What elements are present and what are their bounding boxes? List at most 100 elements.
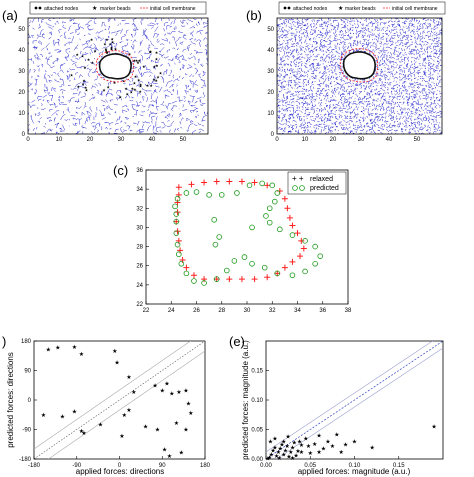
relaxed-point	[213, 178, 220, 185]
panel-a-xtick: 0	[26, 137, 30, 143]
svg-text:★: ★	[81, 81, 85, 86]
svg-text:★: ★	[92, 5, 97, 12]
panel-d-point: ★	[152, 382, 157, 389]
svg-text:★: ★	[106, 85, 110, 90]
svg-text:★: ★	[133, 87, 137, 92]
panel-c-xtick-label: 34	[294, 308, 301, 314]
relaxed-point	[238, 178, 245, 185]
panel-e-point: ★	[321, 446, 326, 453]
svg-text:★: ★	[81, 53, 85, 58]
svg-text:★: ★	[138, 89, 142, 94]
predicted-point	[174, 241, 181, 248]
predicted-point	[317, 253, 324, 259]
predicted-point	[246, 182, 253, 189]
predicted-point	[271, 198, 278, 205]
predicted-point	[231, 258, 238, 264]
panel-e-point: ★	[299, 442, 304, 449]
svg-text:★: ★	[77, 84, 81, 89]
panel-d-ytick-label: -90	[22, 428, 31, 434]
svg-text:★: ★	[84, 85, 88, 90]
panel-b-y-ticks: 0 10 20 30 40 50	[267, 27, 274, 138]
predicted-point	[261, 264, 268, 271]
svg-text:★: ★	[138, 58, 142, 63]
panel-d-point: ★	[169, 391, 174, 398]
panel-d-point: ★	[112, 348, 117, 355]
predicted-point	[218, 192, 225, 198]
panel-e-point: ★	[286, 454, 291, 461]
panel-e-point: ★	[274, 453, 279, 460]
panel-c-ytick-label: 24	[136, 283, 143, 289]
panel-c-ytick-label: 26	[136, 264, 143, 270]
relaxed-point	[201, 276, 208, 283]
panel-d-xlabel: applied forces: directions	[76, 467, 165, 476]
panel-d-point: ★	[160, 387, 165, 394]
panel-e-point: ★	[339, 449, 344, 456]
panel-c-xtick-label: 28	[218, 308, 225, 314]
panel-e-point: ★	[292, 440, 297, 447]
panel-a-ytick: 20	[18, 90, 25, 96]
panel-e-point: ★	[285, 443, 290, 450]
relaxed-point	[284, 205, 291, 212]
panel-c-legend: + + relaxed predicted	[287, 171, 347, 195]
panel-d-point: ★	[81, 430, 86, 437]
panel-e-point: ★	[276, 449, 281, 456]
svg-text:★: ★	[110, 46, 114, 51]
svg-text:★: ★	[85, 88, 89, 93]
panel-e-point: ★	[295, 448, 300, 455]
svg-text:★: ★	[114, 46, 118, 51]
panel-a-ytick: 40	[18, 48, 25, 54]
panel-e-label: (e)	[229, 334, 245, 349]
panel-e-point: ★	[270, 447, 275, 454]
svg-text:★: ★	[75, 52, 79, 57]
relaxed-point	[281, 195, 288, 202]
panel-a-xtick: 20	[87, 137, 94, 143]
svg-text:★: ★	[133, 80, 137, 85]
panel-d-ytick-label: 90	[24, 369, 31, 375]
panel-e-points: ★★★★★★★★★★★★★★★★★★★★★★★★★★★★★★★ ★★★★ ★★★★★…	[265, 424, 437, 463]
panel-a-legend-attached: attached nodes	[44, 6, 79, 12]
panel-d-point: ★	[155, 427, 160, 434]
panel-e-point: ★	[297, 438, 302, 445]
panel-b-ytick: 20	[267, 90, 274, 96]
panel-c-xtick-label: 32	[269, 308, 276, 314]
panel-b-legend-membrane: initial cell membrane	[392, 6, 438, 12]
panel-e-point: ★	[325, 438, 330, 445]
panel-b-cell	[339, 48, 379, 83]
relaxed-point	[201, 179, 208, 186]
svg-text:★: ★	[159, 71, 163, 76]
panel-d-xtick-label: -90	[72, 463, 81, 469]
panel-b-xtick: 30	[358, 137, 365, 143]
svg-text:★: ★	[91, 60, 95, 65]
panel-e-point: ★	[343, 441, 348, 448]
svg-text:★: ★	[136, 60, 140, 65]
panel-d-point: ★	[119, 433, 124, 440]
panel-d-point: ★	[162, 446, 167, 453]
panel-a-ytick: 10	[18, 111, 25, 117]
panel-c-label: (c)	[113, 163, 128, 178]
relaxed-point	[251, 179, 258, 186]
panel-e-point: ★	[334, 431, 339, 438]
predicted-point	[206, 192, 212, 198]
predicted-point	[259, 180, 265, 187]
predicted-point	[274, 190, 281, 196]
panel-d-xtick-label: 0	[118, 463, 122, 469]
relaxed-point	[298, 237, 305, 244]
relaxed-point	[294, 230, 301, 237]
panel-d-xtick-label: 90	[159, 463, 166, 469]
relaxed-point	[188, 181, 195, 188]
svg-text:★: ★	[142, 64, 146, 69]
panel-b-xtick: 40	[386, 137, 393, 143]
relaxed-point	[238, 276, 245, 283]
predicted-point	[263, 213, 269, 219]
predicted-point	[266, 219, 273, 226]
panel-e-xtick-label: 0.00	[260, 463, 272, 469]
svg-text:★: ★	[155, 50, 159, 55]
panel-e-point: ★	[272, 444, 277, 451]
panel-b-legend-beads: marker beads	[345, 6, 376, 12]
svg-text:★: ★	[154, 78, 158, 83]
predicted-point	[172, 203, 178, 210]
svg-text:★: ★	[153, 64, 157, 69]
svg-text:★: ★	[139, 83, 143, 88]
predicted-point	[312, 260, 318, 267]
predicted-point	[183, 190, 190, 196]
